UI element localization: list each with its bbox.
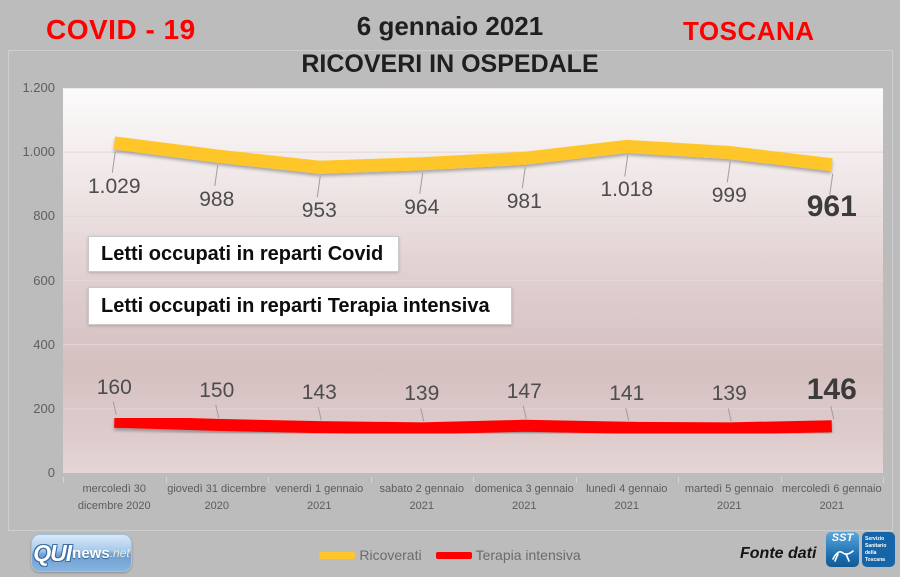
chart-legend: Ricoverati Terapia intensiva — [0, 547, 900, 563]
quinews-logo-net: .net — [109, 546, 130, 560]
data-label-ricoverati: 1.029 — [87, 174, 141, 198]
chart-canvas — [63, 88, 883, 473]
x-axis-tick — [165, 477, 167, 483]
sst-logo-badge: SST — [826, 532, 859, 567]
y-axis-tick-label: 200 — [33, 400, 55, 416]
x-axis-tick — [678, 477, 679, 483]
covid-label: COVID - 19 — [46, 14, 196, 45]
data-label-terapia-intensiva: 143 — [301, 381, 337, 405]
leader-line — [316, 176, 321, 198]
leader-line — [521, 167, 526, 189]
pegasus-icon — [831, 550, 854, 562]
series-line-ricoverati — [113, 136, 833, 174]
x-axis-label: sabato 2 gennaio 2021 — [379, 483, 464, 513]
sst-logo-text: Servizio Sanitario della Toscana — [862, 532, 895, 567]
sst-logo-abbr: SST — [831, 532, 854, 544]
x-axis-label: domenica 3 gennaio 2021 — [474, 483, 574, 513]
annotation-icu-beds: Letti occupati in reparti Terapia intens… — [88, 287, 512, 325]
sst-logo-line: della — [865, 549, 877, 556]
x-axis-tick — [780, 477, 782, 483]
legend-swatch-yellow — [319, 551, 356, 559]
data-label-terapia-intensiva: 160 — [96, 375, 132, 399]
leader-line — [830, 406, 835, 420]
x-axis-tick — [370, 477, 372, 483]
annotation-covid-beds-label: Letti occupati in reparti Covid — [101, 242, 384, 265]
data-label-ricoverati: 961 — [806, 189, 857, 223]
leader-line — [112, 401, 117, 415]
data-label-ricoverati: 988 — [199, 188, 235, 212]
x-axis-tick — [473, 477, 474, 483]
series-line-terapia-intensiva — [114, 415, 832, 435]
leader-line — [420, 408, 425, 422]
leader-line — [317, 407, 322, 421]
legend-swatch-red — [435, 551, 472, 559]
x-axis-label: giovedì 31 dicembre 2020 — [167, 483, 267, 513]
leader-line — [522, 405, 527, 419]
y-axis-tick-label: 1.000 — [22, 144, 55, 160]
legend-item-ricoverati: Ricoverati — [319, 547, 422, 563]
x-axis-tick — [575, 477, 577, 483]
annotation-covid-beds: Letti occupati in reparti Covid — [88, 236, 399, 272]
legend-label: Terapia intensiva — [475, 547, 581, 563]
y-axis-tick-label: 0 — [47, 465, 55, 480]
leader-line — [215, 404, 220, 418]
leader-line — [625, 407, 630, 421]
data-label-ricoverati: 981 — [506, 190, 542, 214]
y-axis-tick-label: 800 — [33, 208, 55, 224]
leader-line — [214, 164, 219, 187]
sst-logo: SST Servizio Sanitario della Toscana — [826, 532, 895, 567]
annotation-icu-beds-label: Letti occupati in reparti Terapia intens… — [101, 294, 490, 317]
leader-line — [727, 408, 732, 422]
fonte-dati-label: Fonte dati — [740, 545, 817, 562]
data-label-terapia-intensiva: 147 — [506, 379, 542, 403]
sst-logo-line: Servizio — [865, 535, 885, 542]
data-label-terapia-intensiva: 139 — [404, 382, 440, 406]
y-axis-tick-label: 400 — [33, 336, 55, 352]
data-label-terapia-intensiva: 139 — [711, 382, 747, 406]
leader-line — [726, 161, 731, 183]
x-axis-tick — [268, 477, 269, 483]
region-label: TOSCANA — [683, 16, 815, 46]
x-axis-tick — [883, 477, 884, 483]
data-label-terapia-intensiva: 146 — [806, 373, 857, 407]
y-axis-tick-label: 1.200 — [22, 80, 55, 95]
legend-label: Ricoverati — [359, 547, 422, 563]
x-axis-tick — [63, 477, 64, 483]
quinews-logo: QUI news .net — [31, 534, 132, 572]
x-axis: mercoledì 30 dicembre 2020 giovedì 31 dice… — [63, 477, 883, 515]
x-axis-label: venerdì 1 gennaio 2021 — [275, 483, 364, 513]
sst-logo-line: Toscana — [865, 556, 885, 563]
data-label-ricoverati: 999 — [711, 184, 747, 208]
date-title: 6 gennaio 2021 — [356, 11, 544, 41]
quinews-logo-news: news — [72, 544, 110, 562]
leader-line — [829, 173, 834, 195]
data-label-ricoverati: 964 — [404, 195, 440, 219]
page-title: RICOVERI IN OSPEDALE — [301, 49, 599, 78]
data-label-terapia-intensiva: 150 — [199, 378, 235, 402]
x-axis-label: mercoledì 30 dicembre 2020 — [77, 483, 151, 513]
data-label-terapia-intensiva: 141 — [609, 381, 645, 405]
chart-title-block: 6 gennaio 2021 RICOVERI IN OSPEDALE — [250, 10, 650, 79]
sst-logo-line: Sanitario — [865, 542, 887, 549]
chart-object-frame — [8, 50, 893, 531]
leader-line — [111, 151, 116, 173]
quinews-logo-qui: QUI — [33, 539, 72, 566]
legend-item-terapia-intensiva: Terapia intensiva — [435, 547, 581, 563]
y-axis-tick-label: 600 — [33, 272, 55, 288]
leader-line — [419, 172, 424, 194]
leader-line — [624, 155, 629, 177]
data-label-ricoverati: 953 — [301, 199, 337, 223]
x-axis-label: martedì 5 gennaio 2021 — [684, 483, 774, 513]
x-axis-label: lunedì 4 gennaio 2021 — [586, 483, 668, 513]
x-axis-label: mercoledì 6 gennaio 2021 — [781, 483, 882, 513]
data-label-ricoverati: 1.018 — [600, 178, 654, 202]
